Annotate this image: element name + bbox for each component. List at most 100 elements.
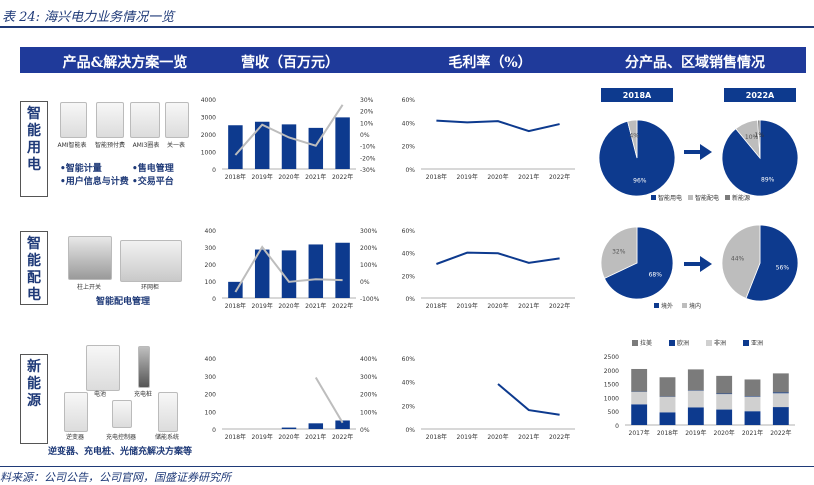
x-tick-label: 2021年 bbox=[305, 433, 326, 441]
bar bbox=[335, 117, 349, 169]
arrow-icon bbox=[684, 256, 712, 272]
y-tick-label: 0% bbox=[405, 427, 415, 434]
stacked-bar-segment bbox=[688, 369, 704, 390]
y-tick-label: 1000 bbox=[201, 150, 216, 157]
x-tick-label: 2020年 bbox=[278, 173, 299, 181]
bar bbox=[309, 423, 323, 429]
pie-title: 2022A bbox=[746, 91, 775, 100]
y-tick-label: 2500 bbox=[604, 354, 619, 361]
y-tick-label: 2000 bbox=[201, 132, 216, 139]
x-tick-label: 2020年 bbox=[487, 173, 508, 181]
stacked-bar-segment bbox=[773, 373, 789, 392]
x-tick-label: 2022年 bbox=[332, 173, 353, 181]
y2-tick-label: 10% bbox=[360, 120, 374, 127]
legend-label: 亚洲 bbox=[751, 340, 763, 347]
bar bbox=[255, 122, 269, 169]
bottom-rule bbox=[0, 466, 814, 467]
y-tick-label: 40% bbox=[402, 380, 416, 387]
pie-label: 44% bbox=[731, 256, 745, 263]
y2-tick-label: 0% bbox=[360, 132, 370, 139]
bar bbox=[335, 243, 349, 298]
stacked-bar-segment bbox=[631, 404, 647, 425]
y-tick-label: 1000 bbox=[604, 395, 619, 402]
stacked-bar-segment bbox=[660, 377, 676, 396]
stacked-bar-segment bbox=[773, 407, 789, 425]
legend-swatch bbox=[669, 340, 675, 346]
y-tick-label: 20% bbox=[402, 403, 416, 410]
x-tick-label: 2018年 bbox=[657, 429, 678, 437]
y-tick-label: 0 bbox=[212, 296, 216, 303]
y-tick-label: 0% bbox=[405, 167, 415, 174]
y2-tick-label: 400% bbox=[360, 356, 377, 363]
y2-tick-label: -10% bbox=[360, 144, 376, 151]
arrow-icon bbox=[684, 144, 712, 160]
legend-swatch bbox=[682, 303, 687, 308]
bar bbox=[282, 124, 296, 169]
stacked-bar-segment bbox=[660, 397, 676, 412]
y2-tick-label: 100% bbox=[360, 262, 377, 269]
stacked-bar-segment bbox=[716, 394, 732, 395]
bar bbox=[228, 125, 242, 169]
margin-line bbox=[498, 384, 560, 415]
legend-label: 境外 bbox=[661, 302, 673, 310]
x-tick-label: 2021年 bbox=[305, 302, 326, 310]
y-tick-label: 0 bbox=[212, 167, 216, 174]
x-tick-label: 2019年 bbox=[252, 302, 273, 310]
y2-tick-label: 20% bbox=[360, 109, 374, 116]
pie-label: 4% bbox=[629, 132, 639, 139]
legend-swatch bbox=[632, 340, 638, 346]
y-tick-label: 0 bbox=[615, 423, 619, 430]
y-tick-label: 0 bbox=[212, 427, 216, 434]
x-tick-label: 2020年 bbox=[487, 302, 508, 310]
stacked-bar-segment bbox=[745, 397, 761, 411]
y-tick-label: 100 bbox=[205, 279, 217, 286]
y2-tick-label: 200% bbox=[360, 392, 377, 399]
bar bbox=[309, 128, 323, 169]
stacked-bar-segment bbox=[716, 394, 732, 409]
x-tick-label: 2020年 bbox=[278, 302, 299, 310]
pie-title: 2018A bbox=[623, 91, 652, 100]
x-tick-label: 2019年 bbox=[252, 173, 273, 181]
y2-tick-label: 30% bbox=[360, 97, 374, 104]
legend-swatch bbox=[688, 195, 693, 200]
x-tick-label: 2020年 bbox=[714, 429, 735, 437]
x-tick-label: 2021年 bbox=[518, 173, 539, 181]
legend-label: 境内 bbox=[689, 302, 701, 310]
y-tick-label: 400 bbox=[205, 228, 217, 235]
y-tick-label: 40% bbox=[402, 120, 416, 127]
x-tick-label: 2019年 bbox=[457, 433, 478, 441]
pie-label: 96% bbox=[633, 178, 647, 185]
stacked-bar-segment bbox=[631, 369, 647, 392]
x-tick-label: 2017年 bbox=[629, 429, 650, 437]
x-tick-label: 2021年 bbox=[742, 429, 763, 437]
legend-label: 非洲 bbox=[714, 339, 726, 347]
x-tick-label: 2021年 bbox=[518, 433, 539, 441]
bar bbox=[309, 244, 323, 298]
margin-line bbox=[436, 253, 559, 264]
x-tick-label: 2020年 bbox=[278, 433, 299, 441]
y-tick-label: 60% bbox=[402, 228, 416, 235]
legend-label: 智能配电 bbox=[695, 194, 719, 202]
growth-line bbox=[316, 378, 343, 423]
stacked-bar-segment bbox=[631, 392, 647, 404]
x-tick-label: 2018年 bbox=[426, 433, 447, 441]
y-tick-label: 2000 bbox=[604, 368, 619, 375]
y-tick-label: 4000 bbox=[201, 97, 216, 104]
y-tick-label: 500 bbox=[608, 409, 620, 416]
pie-label: 1% bbox=[755, 132, 765, 139]
y-tick-label: 60% bbox=[402, 97, 416, 104]
x-tick-label: 2018年 bbox=[225, 173, 246, 181]
y-tick-label: 20% bbox=[402, 273, 416, 280]
y-tick-label: 60% bbox=[402, 356, 416, 363]
y-tick-label: 20% bbox=[402, 144, 416, 151]
stacked-bar-segment bbox=[745, 396, 761, 397]
pie-label: 68% bbox=[649, 272, 663, 279]
y-tick-label: 3000 bbox=[201, 115, 216, 122]
stacked-bar-segment bbox=[773, 393, 789, 407]
y2-tick-label: 200% bbox=[360, 245, 377, 252]
x-tick-label: 2019年 bbox=[685, 429, 706, 437]
margin-line bbox=[436, 121, 559, 131]
y-tick-label: 100 bbox=[205, 409, 217, 416]
y2-tick-label: -20% bbox=[360, 155, 376, 162]
